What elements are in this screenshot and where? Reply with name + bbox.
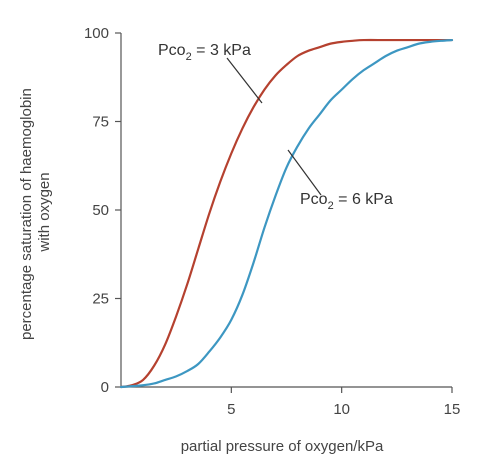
annotation-leader-2 (287, 149, 322, 196)
x-tick-label: 15 (444, 401, 461, 418)
y-axis-label-line-1: percentage saturation of haemoglobin (18, 88, 35, 340)
annotation-leader-1 (226, 57, 263, 104)
x-tick-label: 5 (227, 401, 235, 418)
ticks: 0 25 50 75 100 5 10 15 (84, 25, 460, 418)
y-axis-label-line-2: with oxygen (36, 172, 53, 252)
curve-series-1 (119, 38, 454, 389)
x-axis-label: partial pressure of oxygen/kPa (181, 438, 384, 455)
y-tick-label: 25 (92, 291, 109, 308)
x-tick-label: 10 (333, 401, 350, 418)
curves (119, 38, 454, 389)
y-tick-label: 75 (92, 114, 109, 131)
y-tick-label: 100 (84, 25, 109, 42)
curve-series-2 (119, 38, 454, 389)
y-tick-label: 0 (101, 379, 109, 396)
y-axis-label: percentage saturation of haemoglobin wit… (18, 84, 53, 340)
y-tick-label: 50 (92, 202, 109, 219)
annotations: Pco2 = 3 kPa Pco2 = 6 kPa (158, 42, 393, 212)
annotation-label-1: Pco2 = 3 kPa (158, 42, 251, 63)
annotation-label-2: Pco2 = 6 kPa (300, 191, 393, 212)
